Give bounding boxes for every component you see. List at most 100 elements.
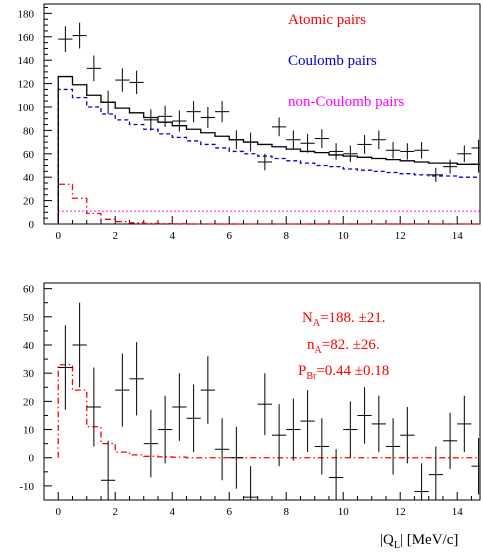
top-data-point bbox=[229, 130, 244, 150]
bottom-data-point bbox=[385, 418, 401, 475]
top-series-fit-total bbox=[57, 75, 480, 224]
bottom-series-atomic-pairs bbox=[57, 364, 480, 459]
top-data-point bbox=[172, 110, 187, 132]
top-data-point bbox=[58, 26, 73, 52]
top-data-point bbox=[100, 90, 116, 114]
bottom-data-point bbox=[328, 449, 344, 500]
bottom-data-point bbox=[457, 395, 472, 453]
top-data-point bbox=[72, 22, 87, 49]
annotation-NA: NA=188. ±21. bbox=[302, 310, 386, 329]
top-data-point bbox=[271, 117, 287, 137]
top-x-tick-label: 12 bbox=[395, 230, 406, 242]
top-data-point bbox=[400, 143, 415, 160]
top-data-point bbox=[428, 167, 443, 182]
bottom-data-point bbox=[442, 412, 458, 469]
bottom-plot-frame bbox=[43, 282, 481, 501]
bottom-data-point bbox=[257, 373, 272, 436]
bottom-histogram-panel: 0 2 4 6 8 10 12 14 -10 0 10 20 30 40 50 60 bbox=[19, 282, 481, 518]
bottom-data-point bbox=[371, 395, 386, 453]
top-x-tick-label: 0 bbox=[55, 230, 61, 242]
top-plot-frame bbox=[43, 3, 481, 225]
bottom-data-point bbox=[286, 398, 301, 461]
bottom-y-tick-label: 0 bbox=[29, 453, 35, 465]
bottom-data-point bbox=[243, 466, 258, 500]
bottom-x-tick-label: 8 bbox=[283, 506, 289, 518]
bottom-data-point bbox=[229, 426, 244, 489]
bottom-data-point bbox=[115, 353, 130, 427]
bottom-data-point bbox=[100, 440, 116, 500]
bottom-y-tick-label: 10 bbox=[23, 425, 35, 437]
bottom-data-point bbox=[314, 418, 329, 475]
top-data-point bbox=[157, 105, 173, 127]
bottom-y-tick-label: 50 bbox=[23, 312, 35, 324]
top-series-coulomb-pairs bbox=[57, 88, 480, 224]
bottom-x-tick-label: 12 bbox=[395, 506, 406, 518]
top-data-point bbox=[371, 130, 386, 150]
top-y-tick-label: 40 bbox=[23, 172, 35, 184]
top-y-tick-label: 100 bbox=[18, 102, 35, 114]
top-x-tick-label: 10 bbox=[338, 230, 350, 242]
top-data-point bbox=[115, 68, 130, 92]
top-y-tick-label: 120 bbox=[18, 79, 35, 91]
bottom-data-point bbox=[157, 395, 173, 464]
legend-atomic-pairs: Atomic pairs bbox=[288, 12, 366, 28]
bottom-data-point bbox=[471, 438, 480, 495]
top-data-point bbox=[214, 101, 230, 123]
bottom-x-tick-label: 0 bbox=[55, 506, 61, 518]
annotation-nA: nA=82. ±26. bbox=[307, 337, 380, 356]
top-y-tick-label: 60 bbox=[23, 149, 35, 161]
bottom-x-tick-label: 2 bbox=[112, 506, 118, 518]
bottom-data-point bbox=[200, 356, 215, 424]
top-y-tick-label: 160 bbox=[18, 32, 35, 44]
bottom-y-tick-label: 30 bbox=[23, 368, 35, 380]
bottom-data-point bbox=[214, 418, 230, 481]
bottom-y-tick-label: -10 bbox=[19, 481, 34, 493]
bottom-x-tick-label: 6 bbox=[226, 506, 232, 518]
top-data-point bbox=[385, 142, 401, 159]
bottom-data-point bbox=[428, 446, 443, 500]
top-y-tick-label: 140 bbox=[18, 55, 35, 67]
bottom-data-point bbox=[300, 390, 315, 453]
top-x-tick-label: 2 bbox=[112, 230, 118, 242]
top-y-tick-label: 20 bbox=[23, 196, 35, 208]
bottom-data-point bbox=[86, 367, 101, 447]
legend-non-coulomb-pairs: non-Coulomb pairs bbox=[288, 94, 404, 110]
annotation-PBr: PBr=0.44 ±0.18 bbox=[298, 363, 389, 382]
top-data-point bbox=[314, 129, 329, 148]
top-data-point bbox=[143, 109, 158, 131]
top-data-point bbox=[357, 135, 372, 154]
bottom-data-point bbox=[58, 325, 73, 410]
legend-coulomb-pairs: Coulomb pairs bbox=[288, 53, 377, 69]
top-y-tick-label: 0 bbox=[29, 219, 35, 231]
top-data-point bbox=[471, 139, 480, 157]
top-data-point bbox=[129, 70, 144, 95]
top-data-point bbox=[243, 132, 258, 152]
bottom-y-tick-label: 20 bbox=[23, 396, 35, 408]
x-axis-label: |QL| [MeV/c] bbox=[380, 532, 458, 551]
top-data-point bbox=[86, 55, 101, 82]
bottom-data-point bbox=[186, 384, 201, 453]
bottom-y-tick-label: 40 bbox=[23, 340, 35, 352]
bottom-data-point bbox=[143, 409, 158, 478]
top-data-point bbox=[300, 133, 315, 153]
top-x-tick-label: 4 bbox=[169, 230, 175, 242]
top-x-tick-label: 8 bbox=[283, 230, 289, 242]
bottom-x-tick-label: 4 bbox=[169, 506, 175, 518]
top-y-tick-label: 180 bbox=[18, 8, 35, 20]
bottom-data-point bbox=[343, 401, 358, 458]
top-data-point bbox=[414, 142, 429, 159]
top-series-atomic-pairs bbox=[57, 183, 480, 225]
bottom-data-point bbox=[414, 463, 429, 500]
top-y-tick-label: 80 bbox=[23, 125, 35, 137]
bottom-data-point bbox=[72, 302, 87, 388]
top-data-point bbox=[200, 106, 215, 129]
bottom-data-point bbox=[400, 407, 415, 464]
top-data-point bbox=[286, 130, 301, 150]
top-data-point bbox=[442, 159, 458, 174]
top-x-tick-label: 14 bbox=[452, 230, 464, 242]
bottom-x-tick-label: 10 bbox=[338, 506, 350, 518]
top-x-tick-label: 6 bbox=[226, 230, 232, 242]
bottom-data-point bbox=[357, 387, 372, 444]
top-data-point bbox=[257, 153, 272, 171]
